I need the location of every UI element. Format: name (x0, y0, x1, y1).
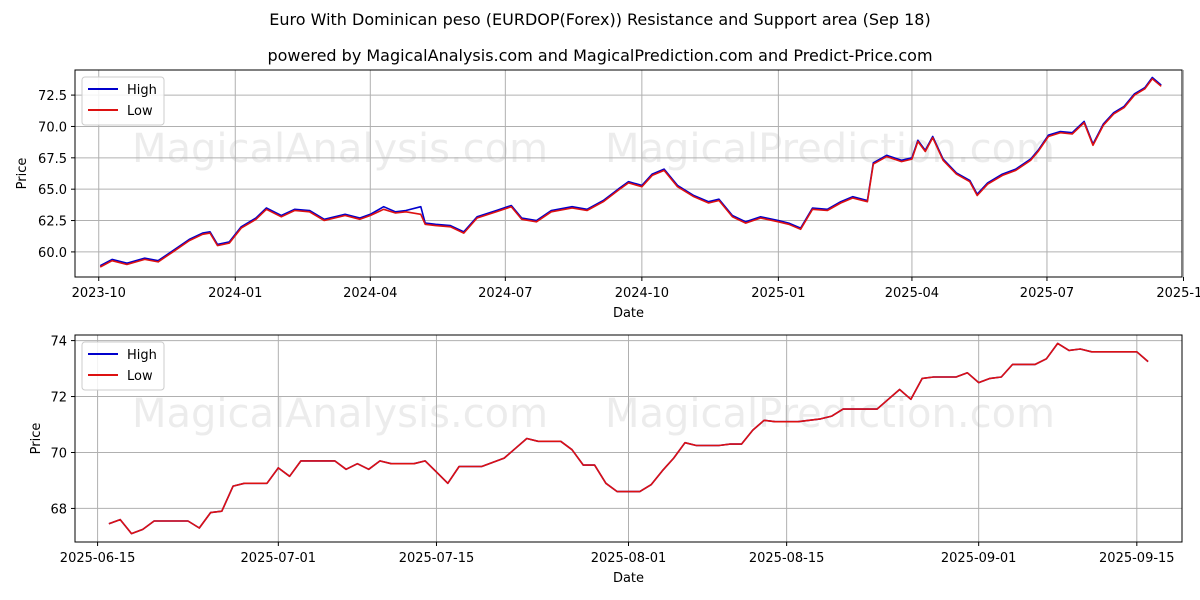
x-tick-label: 2025-07-01 (241, 551, 317, 566)
x-tick-label: 2025-07-15 (399, 551, 475, 566)
legend-label-high: High (127, 83, 157, 98)
plot-frame (74, 69, 1183, 278)
x-tick-label: 2025-09-01 (941, 551, 1017, 566)
x-tick-label: 2025-10 (1156, 286, 1200, 301)
x-tick-label: 2023-10 (72, 286, 126, 301)
y-tick-label: 72 (50, 391, 67, 406)
y-tick-label: 67.5 (38, 152, 67, 167)
y-tick-label: 70 (50, 446, 67, 461)
y-tick-label: 70.0 (38, 120, 67, 135)
legend: High Low (81, 76, 165, 126)
watermark: MagicalAnalysis.com (132, 126, 548, 172)
panel-1: MagicalAnalysis.com MagicalPrediction.com… (15, 69, 1200, 321)
legend-label-high: High (127, 348, 157, 363)
x-axis-label: Date (613, 306, 644, 321)
x-tick-label: 2025-07 (1020, 286, 1074, 301)
y-axis-label: Price (15, 158, 30, 190)
y-tick-label: 74 (50, 335, 67, 350)
x-tick-label: 2025-09-15 (1099, 551, 1175, 566)
x-tick-label: 2025-08-15 (749, 551, 825, 566)
x-tick-label: 2025-08-01 (591, 551, 667, 566)
x-tick-label: 2025-04 (885, 286, 939, 301)
y-tick-label: 68 (50, 502, 67, 517)
plot-frame (74, 334, 1183, 543)
legend-label-low: Low (127, 104, 153, 119)
legend-label-low: Low (127, 369, 153, 384)
y-axis-label: Price (29, 423, 44, 455)
legend: High Low (81, 341, 165, 391)
watermark: MagicalPrediction.com (605, 126, 1055, 172)
x-tick-label: 2025-06-15 (60, 551, 136, 566)
x-tick-label: 2024-04 (343, 286, 397, 301)
x-axis-label: Date (613, 571, 644, 586)
y-tick-label: 65.0 (38, 183, 67, 198)
series-line-low (108, 342, 1149, 535)
x-tick-label: 2024-07 (478, 286, 532, 301)
panel-2: MagicalAnalysis.com MagicalPrediction.com… (29, 334, 1183, 586)
y-tick-label: 72.5 (38, 89, 67, 104)
chart-title: Euro With Dominican peso (EURDOP(Forex))… (269, 10, 931, 29)
chart-subtitle: powered by MagicalAnalysis.com and Magic… (267, 46, 933, 65)
x-tick-label: 2024-10 (615, 286, 669, 301)
x-tick-label: 2025-01 (751, 286, 805, 301)
y-tick-label: 62.5 (38, 215, 67, 230)
x-tick-label: 2024-01 (208, 286, 262, 301)
watermark: MagicalPrediction.com (605, 391, 1055, 437)
watermark: MagicalAnalysis.com (132, 391, 548, 437)
series-line-low (99, 78, 1162, 268)
series-line-high (99, 76, 1162, 267)
y-tick-label: 60.0 (38, 246, 67, 261)
